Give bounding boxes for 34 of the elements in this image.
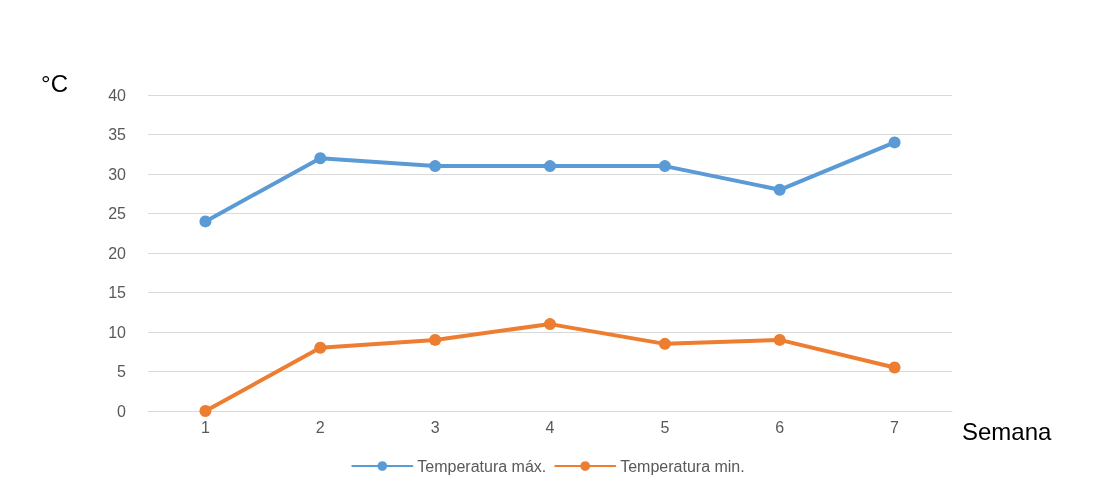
point <box>429 333 442 346</box>
x-tick-label: 2 <box>315 418 325 436</box>
x-tick-label: 5 <box>660 418 670 436</box>
y-tick-label: 20 <box>108 244 127 262</box>
point <box>773 333 786 346</box>
point <box>544 160 556 173</box>
x-tick-label: 7 <box>890 418 900 436</box>
y-tick-label: 30 <box>108 165 127 183</box>
y-axis-title: °C <box>41 69 68 97</box>
x-tick-label: 6 <box>775 418 785 436</box>
x-tick-label: 3 <box>430 418 440 436</box>
point <box>199 215 212 228</box>
point <box>888 136 901 149</box>
point <box>658 337 671 350</box>
y-tick-label: 15 <box>108 284 127 301</box>
y-tick-label: 25 <box>108 205 127 222</box>
legend-label: Temperatura máx. <box>417 457 547 475</box>
point <box>888 361 901 374</box>
point <box>199 405 212 417</box>
y-tick-label: 10 <box>108 323 127 341</box>
point <box>773 183 786 196</box>
point <box>429 160 442 173</box>
point <box>314 341 327 354</box>
point <box>544 318 556 331</box>
x-axis-title: Semana <box>962 417 1053 445</box>
y-tick-label: 40 <box>108 86 127 104</box>
y-tick-label: 0 <box>117 402 127 420</box>
y-tick-label: 35 <box>108 126 127 143</box>
y-tick-label: 5 <box>117 363 127 380</box>
legend-label: Temperatura min. <box>620 457 745 475</box>
x-tick-label: 4 <box>545 418 555 436</box>
point <box>314 152 327 165</box>
x-tick-label: 1 <box>200 418 210 436</box>
point <box>658 160 671 173</box>
